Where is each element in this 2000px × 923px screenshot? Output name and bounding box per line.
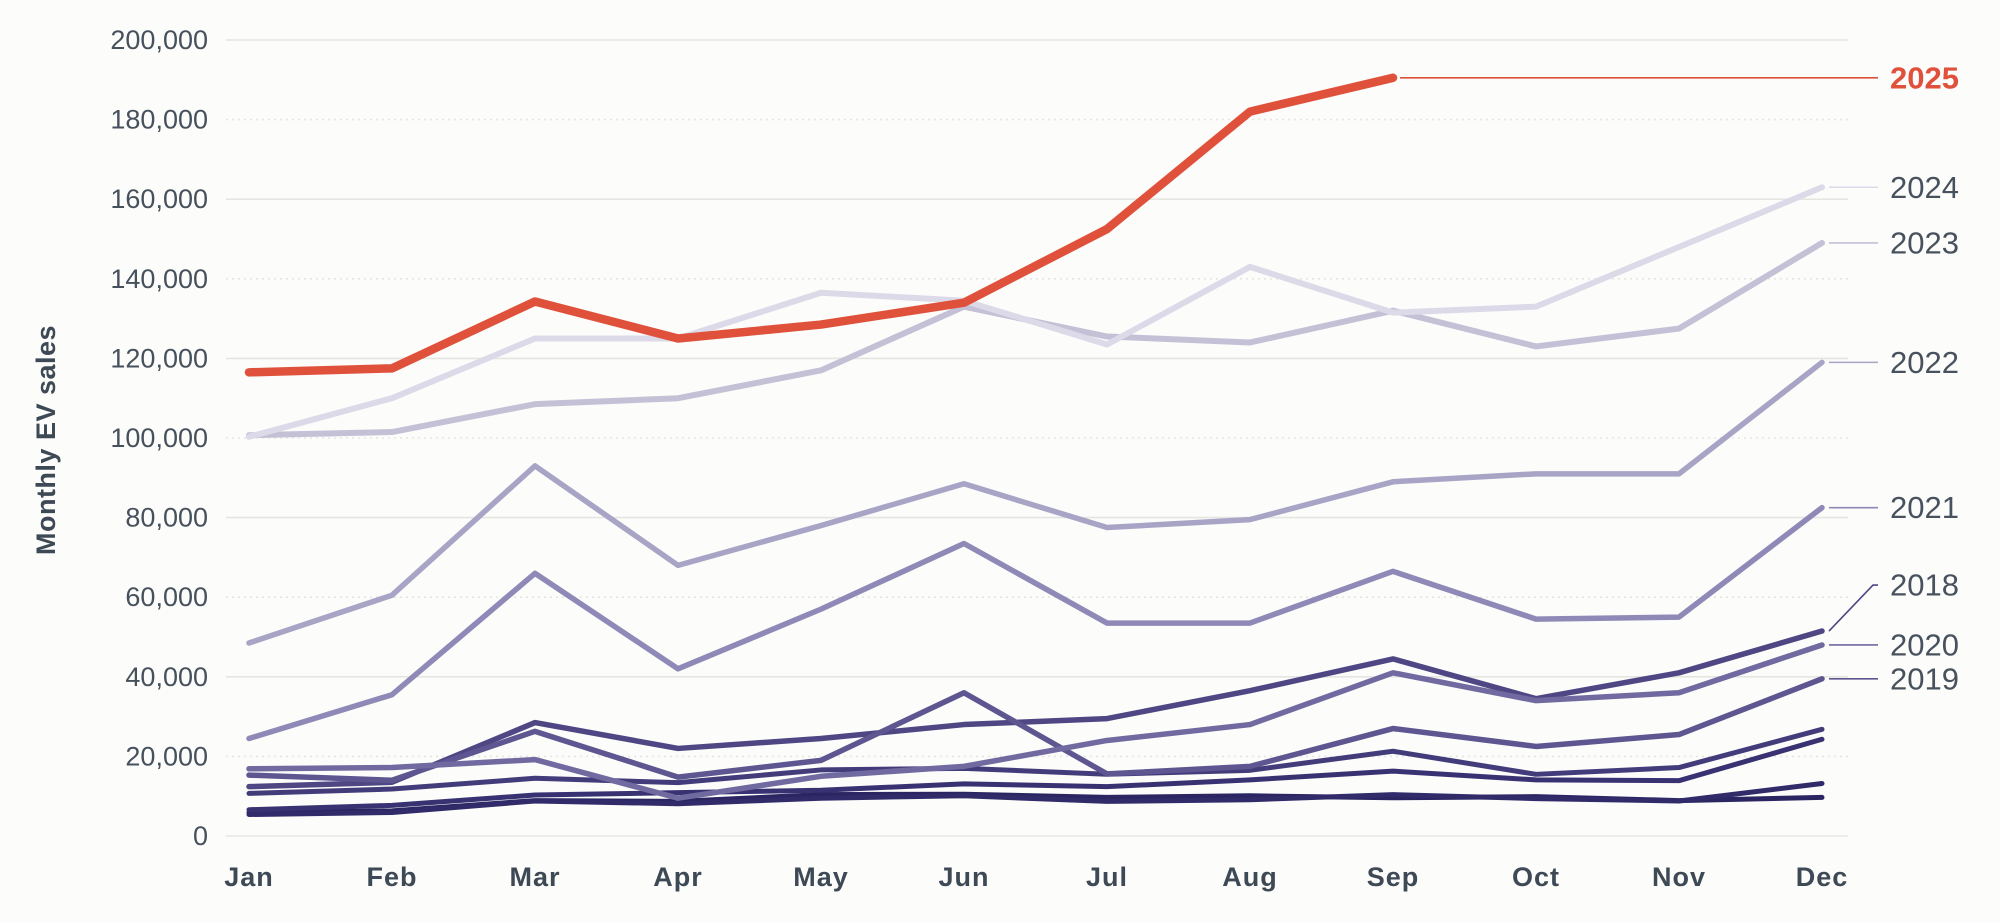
y-tick-label: 180,000 [110,105,208,135]
y-tick-label: 40,000 [125,662,208,692]
y-tick-label: 60,000 [125,582,208,612]
y-tick-label: 160,000 [110,184,208,214]
series-line-2021 [246,504,1825,742]
y-tick-label: 0 [193,821,208,851]
series-line-2022 [246,359,1825,646]
series-line-2019 [246,676,1825,784]
series-label-2023: 2023 [1890,225,1959,260]
series-label-2019: 2019 [1890,661,1959,696]
x-tick-label: Dec [1796,862,1849,892]
series-label-2018: 2018 [1890,568,1959,603]
series-label-2020: 2020 [1890,627,1959,662]
series-line-2023 [246,239,1825,439]
x-tick-label: Apr [653,862,703,892]
series-label-2024: 2024 [1890,170,1959,205]
series-line-2016 [246,736,1825,813]
series-label-2021: 2021 [1890,490,1959,525]
y-tick-label: 200,000 [110,25,208,55]
series-line-2025 [244,73,1398,377]
x-tick-label: Mar [509,862,560,892]
x-tick-label: Aug [1222,862,1277,892]
x-tick-label: Feb [366,862,417,892]
x-tick-label: Nov [1652,862,1706,892]
x-tick-label: May [793,862,849,892]
y-tick-label: 80,000 [125,503,208,533]
series-line-2017 [246,726,1825,796]
x-tick-label: Jul [1086,862,1128,892]
series-line-2018 [246,628,1825,790]
series-line-2020 [246,642,1825,801]
x-tick-label: Jun [938,862,989,892]
y-tick-label: 120,000 [110,343,208,373]
x-tick-label: Oct [1512,862,1560,892]
y-tick-label: 20,000 [125,741,208,771]
leader-line-2018 [1828,584,1878,632]
y-tick-label: 100,000 [110,423,208,453]
x-tick-label: Sep [1367,862,1420,892]
y-axis-title: Monthly EV sales [31,325,61,555]
x-tick-label: Jan [224,862,274,892]
y-tick-label: 140,000 [110,264,208,294]
series-label-2022: 2022 [1890,345,1959,380]
series-line-2015 [246,780,1825,818]
series-label-2025: 2025 [1890,60,1959,95]
series-line-2024 [246,184,1825,440]
